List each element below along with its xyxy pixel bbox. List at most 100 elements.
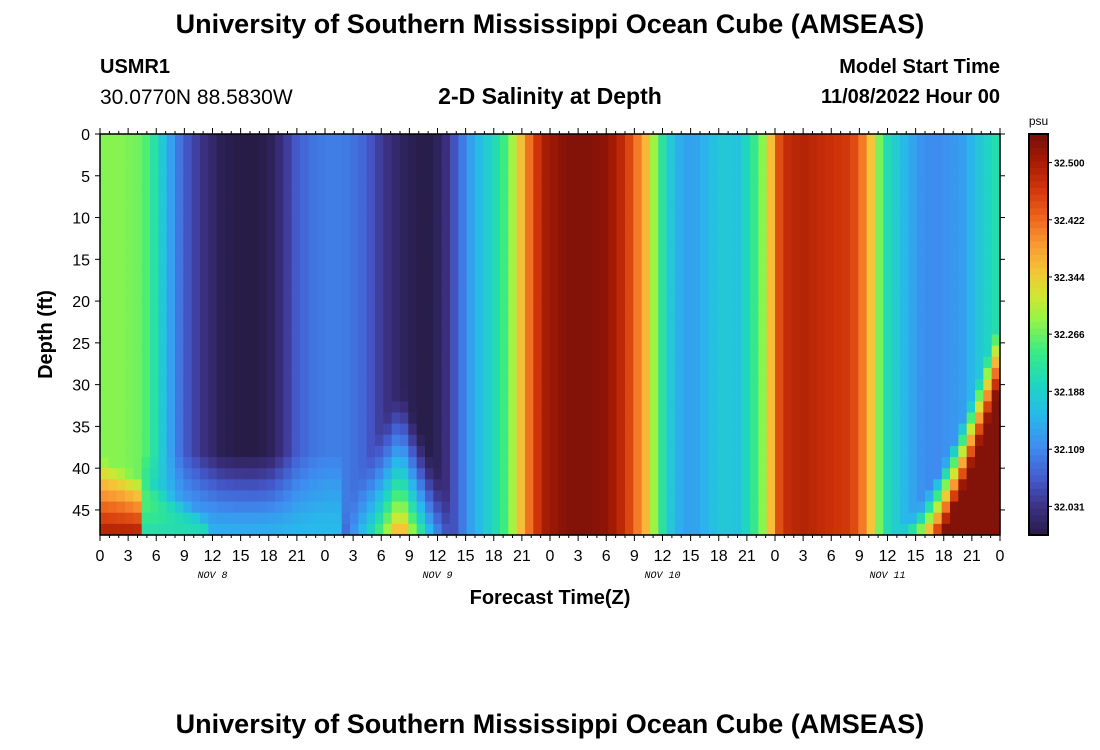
heatmap-cell (575, 234, 584, 246)
heatmap-cell (441, 434, 451, 447)
heatmap-cell (650, 256, 659, 269)
heatmap-cell (425, 211, 434, 224)
heatmap-cell (300, 334, 309, 347)
heatmap-cell (516, 523, 526, 536)
heatmap-cell (883, 501, 893, 514)
heatmap-cell (975, 401, 984, 414)
heatmap-cell (483, 145, 493, 157)
heatmap-cell (716, 468, 726, 480)
heatmap-cell (416, 189, 426, 202)
heatmap-cell (416, 523, 426, 536)
heatmap-cell (725, 278, 734, 291)
heatmap-cell (225, 412, 234, 425)
heatmap-cell (916, 245, 926, 258)
x-tick-label: 0 (96, 548, 105, 565)
heatmap-cell (225, 211, 234, 224)
heatmap-cell (266, 401, 276, 414)
heatmap-cell (433, 245, 443, 258)
heatmap-cell (875, 501, 884, 514)
heatmap-cell (733, 501, 743, 514)
heatmap-cell (625, 178, 634, 191)
heatmap-cell (725, 345, 734, 358)
heatmap-cell (333, 223, 343, 235)
heatmap-cell (325, 156, 334, 169)
heatmap-cell (116, 523, 126, 536)
heatmap-cell (391, 512, 401, 525)
heatmap-cell (616, 412, 626, 425)
heatmap-cell (108, 245, 118, 258)
heatmap-cell (141, 245, 151, 258)
heatmap-cell (825, 134, 834, 146)
heatmap-cell (175, 523, 184, 536)
heatmap-cell (966, 211, 976, 224)
heatmap-cell (700, 512, 709, 525)
heatmap-cell (441, 134, 451, 146)
heatmap-cell (341, 301, 351, 313)
heatmap-cell (233, 245, 243, 258)
heatmap-cell (650, 412, 659, 425)
heatmap-cell (866, 167, 876, 180)
heatmap-cell (858, 245, 868, 258)
heatmap-cell (550, 211, 559, 224)
heatmap-cell (483, 468, 493, 480)
heatmap-cell (125, 434, 134, 447)
heatmap-cell (975, 234, 984, 246)
heatmap-cell (625, 211, 634, 224)
heatmap-cell (400, 200, 409, 213)
heatmap-cell (875, 356, 884, 369)
heatmap-cell (558, 512, 568, 525)
heatmap-cell (833, 256, 843, 269)
heatmap-cell (333, 145, 343, 157)
heatmap-cell (166, 200, 176, 213)
heatmap-cell (300, 178, 309, 191)
heatmap-cell (591, 479, 601, 492)
heatmap-cell (200, 267, 209, 280)
x-tick-label: 21 (738, 548, 756, 565)
colorbar-segment (1029, 140, 1048, 148)
heatmap-cell (208, 379, 218, 391)
heatmap-cell (725, 390, 734, 402)
heatmap-cell (633, 178, 643, 191)
heatmap-cell (791, 189, 801, 202)
heatmap-cell (558, 490, 568, 503)
heatmap-cell (558, 145, 568, 157)
heatmap-cell (625, 301, 634, 313)
heatmap-cell (783, 334, 793, 347)
heatmap-cell (241, 267, 251, 280)
heatmap-cell (350, 345, 359, 358)
heatmap-cell (750, 334, 759, 347)
y-tick-label: 40 (72, 461, 90, 478)
heatmap-cell (308, 189, 318, 202)
heatmap-cell (825, 301, 834, 313)
heatmap-cell (583, 412, 593, 425)
heatmap-cell (400, 167, 409, 180)
heatmap-cell (383, 490, 393, 503)
heatmap-cell (483, 223, 493, 235)
heatmap-cell (700, 434, 709, 447)
heatmap-cell (150, 234, 159, 246)
heatmap-cell (641, 468, 651, 480)
heatmap-cell (350, 167, 359, 180)
heatmap-cell (491, 145, 501, 157)
heatmap-cell (691, 367, 701, 380)
heatmap-cell (858, 167, 868, 180)
heatmap-cell (916, 200, 926, 213)
heatmap-cell (200, 211, 209, 224)
heatmap-cell (266, 145, 276, 157)
heatmap-cell (900, 256, 909, 269)
heatmap-cell (933, 345, 943, 358)
heatmap-cell (533, 200, 543, 213)
heatmap-cell (750, 523, 759, 536)
heatmap-cell (391, 256, 401, 269)
heatmap-cell (358, 156, 368, 169)
heatmap-cell (175, 200, 184, 213)
heatmap-cell (666, 423, 676, 436)
heatmap-cell (575, 434, 584, 447)
colorbar-segment (1029, 381, 1048, 389)
heatmap-cell (133, 379, 143, 391)
heatmap-cell (891, 412, 901, 425)
heatmap-cell (100, 490, 109, 503)
heatmap-cell (333, 434, 343, 447)
heatmap-cell (125, 223, 134, 235)
heatmap-cell (416, 390, 426, 402)
